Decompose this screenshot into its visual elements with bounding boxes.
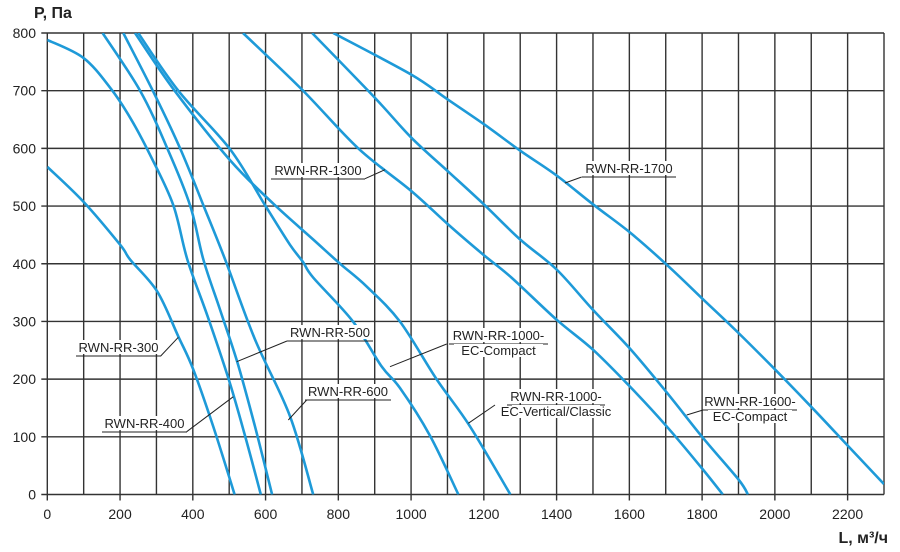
y-tick-label: 200 [13, 371, 37, 387]
curve-label-text: RWN-RR-600 [308, 384, 388, 399]
curve-label-text: EC-Compact [713, 409, 788, 424]
y-tick-label: 100 [13, 429, 37, 445]
curve-rwn-rr-400 [47, 38, 263, 495]
tick-labels: 0 200 400 600 800 1000 1200 1400 1600 1800 2000 220… [13, 25, 864, 522]
curve-rwn-rr-1000-ec-compact [137, 33, 460, 495]
curve-label-text: RWN-RR-1600- [704, 394, 796, 409]
label-leader-line [186, 396, 234, 433]
curve-label: RWN-RR-1700 [564, 161, 676, 184]
curve-label-text: RWN-RR-1700 [585, 161, 672, 176]
curve-labels: RWN-RR-300 RWN-RR-400 RWN-RR-500 RWN-RR-600… [76, 161, 797, 433]
x-axis-title: L, м³/ч [838, 530, 888, 547]
curve-label: RWN-RR-600 [287, 384, 391, 421]
curve-label: RWN-RR-300 [76, 336, 179, 357]
label-background [76, 340, 161, 354]
curve-label: RWN-RR-1600-EC-Compact [686, 394, 797, 424]
label-background [507, 389, 605, 403]
y-tick-label: 800 [13, 25, 37, 41]
label-leader-line [236, 340, 288, 363]
curve-label-text: RWN-RR-500 [290, 325, 370, 340]
label-leader-line [468, 404, 496, 424]
x-tick-label: 1200 [468, 506, 499, 522]
label-background [582, 161, 676, 175]
y-tick-label: 600 [13, 140, 37, 156]
curve-label-text: RWN-RR-1000- [453, 328, 545, 343]
x-tick-label: 2000 [759, 506, 790, 522]
label-leader-line [564, 176, 582, 184]
label-background [102, 416, 187, 430]
x-tick-label: 1000 [396, 506, 427, 522]
y-tick-label: 700 [13, 83, 37, 99]
label-background [454, 344, 543, 357]
y-axis-title: P, Па [34, 5, 72, 22]
label-background [305, 384, 391, 398]
curve-label: RWN-RR-400 [102, 396, 234, 433]
curve-rwn-rr-1300 [242, 33, 724, 495]
label-leader-line [364, 169, 386, 180]
curve-label: RWN-RR-1000-EC-Vertical/Classic [468, 389, 612, 424]
label-leader-line [389, 343, 447, 368]
label-leader-line [160, 336, 179, 357]
label-background [449, 328, 548, 342]
curve-rwn-rr-1700 [332, 33, 885, 485]
curve-rwn-rr-1000-ec-vertical-classic [133, 33, 512, 495]
curves [47, 33, 885, 495]
label-background [271, 163, 365, 177]
label-leader-line [287, 399, 308, 421]
y-tick-label: 400 [13, 256, 37, 272]
x-tick-label: 800 [327, 506, 351, 522]
x-tick-label: 0 [43, 506, 51, 522]
y-tick-label: 500 [13, 198, 37, 214]
x-tick-label: 2200 [832, 506, 863, 522]
curve-label-text: EC-Compact [461, 343, 536, 358]
curve-label-text: RWN-RR-300 [79, 340, 159, 355]
y-tick-label: 0 [28, 487, 36, 503]
x-tick-label: 400 [181, 506, 205, 522]
x-tick-label: 1600 [614, 506, 645, 522]
label-background [287, 325, 373, 339]
curve-label: RWN-RR-1000-EC-Compact [389, 328, 548, 368]
curve-rwn-rr-1600-ec-compact [311, 33, 750, 495]
label-background [512, 405, 600, 418]
curve-rwn-rr-600 [122, 33, 315, 495]
curve-label-text: RWN-RR-1000- [510, 389, 602, 404]
y-tick-label: 300 [13, 313, 37, 329]
x-tick-label: 200 [108, 506, 132, 522]
label-background [708, 410, 792, 423]
x-tick-label: 1400 [541, 506, 572, 522]
curve-rwn-rr-500 [101, 33, 274, 495]
curve-label-text: EC-Vertical/Classic [501, 404, 612, 419]
label-leader-line [686, 409, 704, 416]
curve-label: RWN-RR-500 [236, 325, 373, 363]
curve-label-text: RWN-RR-1300 [274, 163, 361, 178]
curve-label-text: RWN-RR-400 [105, 416, 185, 431]
x-tick-label: 600 [254, 506, 278, 522]
label-background [703, 394, 797, 408]
curve-label: RWN-RR-1300 [271, 163, 386, 180]
x-tick-label: 1800 [687, 506, 718, 522]
